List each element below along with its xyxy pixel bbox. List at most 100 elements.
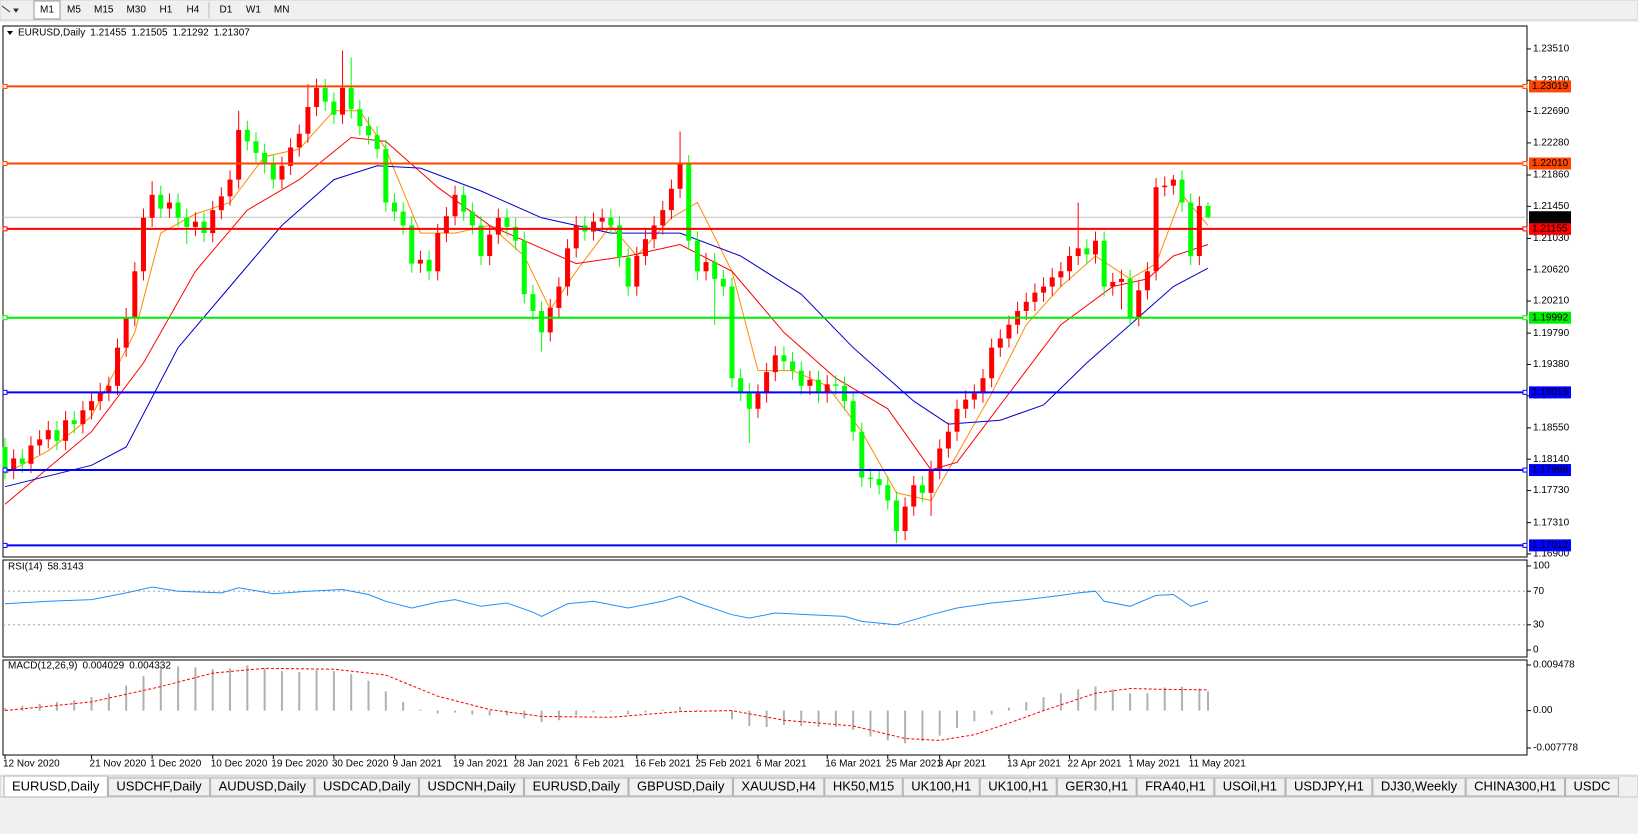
chart-tab[interactable] — [1214, 777, 1286, 797]
chart-tab[interactable] — [3, 775, 108, 798]
candle-body — [1136, 290, 1142, 318]
timeframe-label[interactable]: M5 — [67, 5, 81, 16]
chart-tab-label[interactable]: USOil,H1 — [1223, 778, 1277, 793]
timeframe-button[interactable] — [267, 1, 296, 19]
chart-tab[interactable] — [1565, 777, 1619, 797]
timeframe-label[interactable]: MN — [274, 5, 290, 16]
level-anchor — [1522, 161, 1528, 167]
candle-body — [989, 347, 995, 379]
candle-body — [495, 217, 501, 235]
level-label-bg — [1529, 386, 1571, 399]
candle-body — [1067, 255, 1073, 272]
x-tick-label: 6 Mar 2021 — [756, 759, 807, 770]
candle-body — [694, 240, 700, 272]
timeframe-button[interactable] — [152, 1, 179, 19]
chart-tab[interactable] — [524, 777, 629, 797]
timeframe-label[interactable]: H4 — [187, 5, 200, 16]
chart-tab-label[interactable]: UK100,H1 — [988, 778, 1048, 793]
x-tick-label: 10 Dec 2020 — [211, 759, 268, 770]
chart-tab[interactable] — [824, 777, 903, 797]
chart-tab[interactable] — [1136, 777, 1215, 797]
chart-tab-label[interactable]: USDC — [1574, 778, 1611, 793]
level-label: 1.19015 — [1532, 387, 1569, 398]
candle-body — [746, 391, 752, 409]
chart-tab-label[interactable]: EURUSD,Daily — [12, 778, 100, 793]
candle-body — [365, 126, 371, 136]
chart-tab-label[interactable]: CHINA300,H1 — [1474, 778, 1556, 793]
timeframe-button[interactable] — [239, 1, 267, 19]
x-tick-label: 3 Apr 2021 — [938, 759, 987, 770]
panel-header: 1.21292 — [173, 28, 210, 39]
candle-body — [11, 458, 17, 470]
chart-tab-label[interactable]: GBPUSD,Daily — [637, 778, 725, 793]
chart-tab-label[interactable]: GER30,H1 — [1065, 778, 1128, 793]
candle-body — [1170, 179, 1176, 186]
candle-body — [591, 221, 597, 232]
x-tick-label: 22 Apr 2021 — [1068, 759, 1122, 770]
candle-body — [374, 135, 380, 150]
chart-tab[interactable] — [107, 777, 211, 797]
chart-tab-label[interactable]: XAUUSD,H4 — [741, 778, 815, 793]
chart-tab[interactable] — [628, 777, 733, 797]
candle-body — [816, 379, 822, 394]
timeframe-label[interactable]: W1 — [246, 5, 261, 16]
candle-body — [798, 370, 804, 386]
chart-tab[interactable] — [1056, 777, 1137, 797]
chart-tab[interactable] — [1372, 777, 1466, 797]
y-tick-label: 1.19380 — [1533, 359, 1570, 370]
chart-tab-label[interactable]: USDCNH,Daily — [427, 778, 516, 793]
chart-tab-label[interactable]: USDCHF,Daily — [116, 778, 202, 793]
level-label-bg — [1529, 157, 1571, 170]
chart-tab[interactable] — [1465, 777, 1566, 797]
timeframe-label[interactable]: M15 — [94, 5, 114, 16]
chart-tab-label[interactable]: AUDUSD,Daily — [219, 778, 307, 793]
candle-body — [71, 420, 77, 425]
y-tick-label: 0.009478 — [1533, 660, 1575, 671]
candle-body — [859, 431, 865, 478]
x-tick-label: 12 Nov 2020 — [3, 759, 60, 770]
candle-body — [539, 310, 545, 333]
y-tick-label: 1.23100 — [1533, 75, 1570, 86]
candle-body — [1127, 278, 1133, 318]
chart-tab-label[interactable]: USDJPY,H1 — [1294, 778, 1364, 793]
candle-body — [37, 439, 43, 446]
level-anchor — [2, 542, 8, 548]
panel-header: 0.004332 — [129, 661, 171, 672]
candle-body — [963, 399, 969, 409]
candle-body — [426, 259, 432, 272]
timeframe-button[interactable] — [61, 1, 87, 19]
chart-tab[interactable] — [314, 777, 419, 797]
timeframe-button[interactable] — [120, 1, 152, 19]
level-anchor — [1522, 315, 1528, 321]
panel-header: RSI(14) — [8, 562, 42, 573]
chart-tab[interactable] — [979, 777, 1057, 797]
candle-body — [712, 262, 718, 279]
x-tick-label: 25 Mar 2021 — [886, 759, 943, 770]
timeframe-label[interactable]: M30 — [126, 5, 146, 16]
chart-tab[interactable] — [902, 777, 980, 797]
chart-tab-label[interactable]: FRA40,H1 — [1145, 778, 1206, 793]
y-tick-label: 0 — [1533, 645, 1539, 656]
chart-tab-label[interactable]: USDCAD,Daily — [323, 778, 411, 793]
timeframe-button[interactable] — [212, 1, 239, 19]
chart-tab-label[interactable]: UK100,H1 — [911, 778, 971, 793]
chart-tab[interactable] — [210, 777, 315, 797]
chart-tab[interactable] — [1285, 777, 1373, 797]
timeframe-label[interactable]: D1 — [220, 5, 233, 16]
timeframe-button[interactable] — [88, 1, 120, 19]
timeframe-label[interactable]: H1 — [160, 5, 173, 16]
candle-body — [885, 485, 891, 501]
chart-tab-label[interactable]: HK50,M15 — [833, 778, 894, 793]
chart-tab-label[interactable]: DJ30,Weekly — [1381, 778, 1458, 793]
candle-body — [469, 211, 475, 226]
timeframe-button[interactable] — [179, 1, 206, 19]
chart-tab[interactable] — [418, 777, 525, 797]
chart-tab[interactable] — [732, 777, 825, 797]
level-anchor — [2, 226, 8, 232]
timeframe-label[interactable]: M1 — [40, 5, 54, 16]
chart-tab-label[interactable]: EURUSD,Daily — [533, 778, 621, 793]
candle-body — [340, 87, 346, 115]
x-tick-label: 16 Feb 2021 — [635, 759, 692, 770]
timeframe-button[interactable] — [33, 0, 61, 20]
y-tick-label: 0.00 — [1533, 705, 1553, 716]
